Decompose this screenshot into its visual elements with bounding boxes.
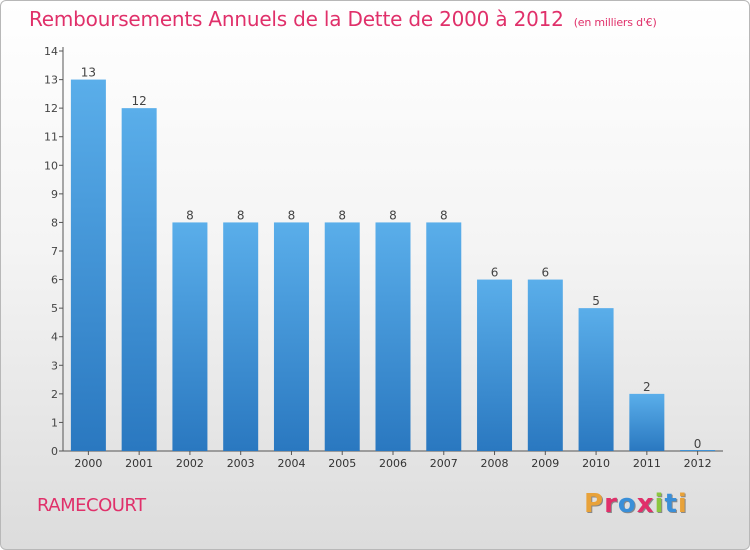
y-tick-label: 4 [51, 331, 58, 344]
bar-2012 [680, 450, 716, 451]
y-tick-label: 6 [51, 274, 58, 287]
data-label-2001: 12 [132, 94, 147, 108]
y-tick-label: 5 [51, 302, 58, 315]
bars [70, 79, 716, 452]
bar-2009 [527, 279, 563, 451]
x-tick-label-2007: 2007 [430, 457, 458, 470]
data-label-2007: 8 [440, 208, 448, 222]
bar-2011 [629, 393, 665, 451]
bar-2004 [273, 222, 309, 451]
logo-letter: x [636, 489, 655, 519]
x-tick-label-2002: 2002 [176, 457, 204, 470]
title-text: Remboursements Annuels de la Dette de 20… [29, 7, 564, 31]
data-label-2002: 8 [186, 208, 194, 222]
y-tick-label: 12 [44, 102, 58, 115]
logo-letter: P [584, 489, 605, 519]
x-axis: 2000 2001 2002 2003 2004 2005 2006 2007 2008 2009… [63, 450, 723, 470]
data-label-2005: 8 [338, 208, 346, 222]
y-tick-label: 10 [44, 159, 58, 172]
commune-name: RAMECOURT [37, 495, 146, 516]
data-label-2009: 6 [541, 266, 549, 280]
x-tick-label-2001: 2001 [125, 457, 153, 470]
x-tick-label-2009: 2009 [531, 457, 559, 470]
data-label-2011: 2 [643, 380, 651, 394]
data-label-2006: 8 [389, 208, 397, 222]
logo-letter: t [664, 489, 678, 519]
bar-2010 [578, 308, 614, 451]
x-tick-label-2011: 2011 [633, 457, 661, 470]
bar-2000 [70, 79, 106, 452]
x-tick-label-2006: 2006 [379, 457, 407, 470]
y-tick-label: 11 [44, 131, 58, 144]
data-label-2000: 13 [81, 66, 96, 80]
y-tick-label: 9 [51, 188, 58, 201]
x-tick-label-2000: 2000 [74, 457, 102, 470]
data-label-2003: 8 [237, 208, 245, 222]
data-labels: 13 12 8 8 8 8 8 8 6 6 5 2 0 [81, 66, 702, 451]
y-tick-label: 1 [51, 416, 58, 429]
logo-letter: o [617, 489, 637, 519]
y-tick-label: 0 [51, 445, 58, 458]
bar-2001 [121, 108, 157, 452]
logo-letter: r [604, 489, 618, 519]
logo-letter: i [654, 489, 665, 519]
y-tick-label: 8 [51, 216, 58, 229]
y-tick-label: 3 [51, 359, 58, 372]
x-tick-label-2010: 2010 [582, 457, 610, 470]
bar-2002 [172, 222, 208, 451]
chart-subtitle: (en milliers d'€) [573, 16, 657, 29]
y-tick-label: 7 [51, 245, 58, 258]
x-tick-label-2008: 2008 [481, 457, 509, 470]
y-tick-label: 13 [44, 74, 58, 87]
proxiti-logo[interactable]: Proxiti [584, 489, 688, 519]
x-tick-label-2005: 2005 [328, 457, 356, 470]
bar-2007 [426, 222, 462, 451]
y-tick-label: 2 [51, 388, 58, 401]
data-label-2012: 0 [694, 437, 702, 451]
x-tick-label-2012: 2012 [684, 457, 712, 470]
data-label-2008: 6 [491, 266, 499, 280]
x-tick-label-2004: 2004 [277, 457, 305, 470]
data-label-2004: 8 [288, 208, 296, 222]
data-label-2010: 5 [592, 294, 600, 308]
bar-2006 [375, 222, 411, 451]
bar-2003 [223, 222, 259, 451]
logo-letter: i [677, 489, 688, 519]
y-tick-label: 14 [44, 45, 58, 58]
x-tick-label-2003: 2003 [227, 457, 255, 470]
bar-2008 [477, 279, 513, 451]
bar-2005 [324, 222, 360, 451]
chart-title: Remboursements Annuels de la Dette de 20… [29, 7, 657, 31]
